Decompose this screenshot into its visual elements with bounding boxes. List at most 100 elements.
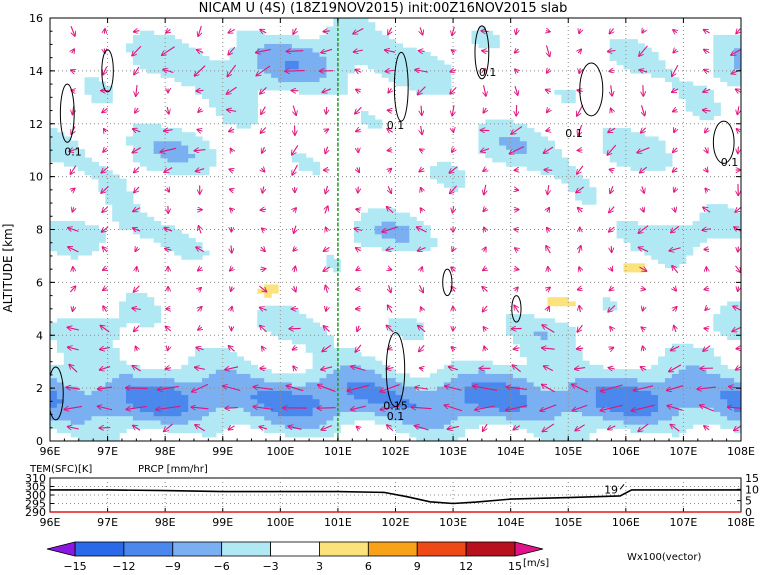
shading-cell xyxy=(215,364,224,370)
shading-cell xyxy=(298,415,307,421)
shading-cell xyxy=(340,356,348,362)
shading-cell xyxy=(616,407,625,412)
shading-cell xyxy=(278,309,286,315)
shading-cell xyxy=(395,428,404,434)
shading-cell xyxy=(50,394,58,400)
wind-vector xyxy=(736,129,740,132)
wind-vector xyxy=(167,346,168,350)
shading-cell xyxy=(464,390,473,396)
shading-cell xyxy=(56,394,65,400)
shading-cell xyxy=(436,77,445,83)
shading-cell xyxy=(250,377,258,383)
shading-cell xyxy=(215,360,224,366)
shading-cell xyxy=(526,331,535,336)
shading-cell xyxy=(278,415,286,421)
shading-cell xyxy=(547,390,556,396)
colorbar-unit: [m/s] xyxy=(523,558,549,569)
shading-cell xyxy=(492,415,500,421)
shading-cell xyxy=(160,242,169,248)
colorbar-low-triangle xyxy=(46,541,76,557)
shading-cell xyxy=(588,411,597,417)
shading-cell xyxy=(734,373,741,379)
shading-cell xyxy=(112,415,120,421)
shading-cell xyxy=(98,428,106,434)
shading-cell xyxy=(188,56,196,61)
subplot-x-tick-label: 101E xyxy=(324,516,352,529)
shading-cell xyxy=(644,47,652,53)
shading-cell xyxy=(278,331,286,336)
shading-cell xyxy=(409,377,417,383)
shading-cell xyxy=(409,411,417,417)
shading-cell xyxy=(423,432,431,438)
shading-cell xyxy=(519,161,528,167)
shading-cell xyxy=(395,229,404,235)
shading-cell xyxy=(734,394,741,400)
shading-cell xyxy=(84,246,93,252)
wind-vector xyxy=(103,148,107,152)
shading-cell xyxy=(229,98,238,104)
shading-cell xyxy=(174,166,182,171)
shading-cell xyxy=(112,216,120,222)
shading-cell xyxy=(658,398,666,404)
shading-cell xyxy=(326,347,334,353)
wind-vector xyxy=(325,285,327,293)
shading-cell xyxy=(215,72,224,78)
shading-cell xyxy=(50,242,58,248)
shading-cell xyxy=(388,64,397,70)
shading-cell xyxy=(50,237,58,243)
shading-cell xyxy=(174,415,182,421)
shading-cell xyxy=(278,68,286,74)
shading-cell xyxy=(271,34,279,40)
shading-cell xyxy=(568,98,576,104)
shading-cell xyxy=(264,56,272,61)
shading-cell xyxy=(409,221,417,226)
shading-cell xyxy=(215,390,224,396)
wind-vector xyxy=(731,48,741,55)
shading-cell xyxy=(50,390,58,396)
shading-cell xyxy=(492,390,500,396)
shading-cell xyxy=(153,318,162,324)
x-tick-label: 108E xyxy=(727,445,755,458)
wind-vector xyxy=(542,325,555,333)
shading-cell xyxy=(91,237,99,243)
shading-cell xyxy=(616,373,625,379)
shading-cell xyxy=(423,81,431,87)
shading-cell xyxy=(561,157,569,163)
shading-cell xyxy=(229,94,238,99)
shading-cell xyxy=(264,43,272,49)
shading-cell xyxy=(305,390,314,396)
shading-cell xyxy=(257,314,265,319)
shading-cell xyxy=(685,424,694,429)
wind-vector xyxy=(134,166,140,172)
shading-cell xyxy=(188,132,196,138)
shading-cell xyxy=(326,360,334,366)
shading-cell xyxy=(512,390,521,396)
shading-cell xyxy=(644,386,652,391)
shading-cell xyxy=(381,233,390,239)
shading-cell xyxy=(229,369,238,374)
shading-cell xyxy=(713,47,721,53)
shading-cell xyxy=(222,81,231,87)
shading-cell xyxy=(84,157,93,163)
shading-cell xyxy=(734,331,741,336)
shading-cell xyxy=(450,415,459,421)
x-tick-label: 101E xyxy=(324,445,352,458)
shading-cell xyxy=(70,360,79,366)
shading-cell xyxy=(720,373,728,379)
shading-cell xyxy=(540,161,549,167)
shading-cell xyxy=(195,161,203,167)
shading-cell xyxy=(416,237,424,243)
shading-cell xyxy=(174,144,182,150)
wind-vector xyxy=(513,426,521,430)
shading-cell xyxy=(602,297,611,303)
shading-cell xyxy=(77,424,86,429)
shading-cell xyxy=(651,424,659,429)
shading-cell xyxy=(243,60,251,66)
shading-cell xyxy=(436,89,445,95)
shading-cell xyxy=(291,39,300,44)
wind-vector xyxy=(384,50,396,52)
shading-cell xyxy=(616,60,625,66)
shading-cell xyxy=(602,402,611,408)
shading-cell xyxy=(713,394,721,400)
